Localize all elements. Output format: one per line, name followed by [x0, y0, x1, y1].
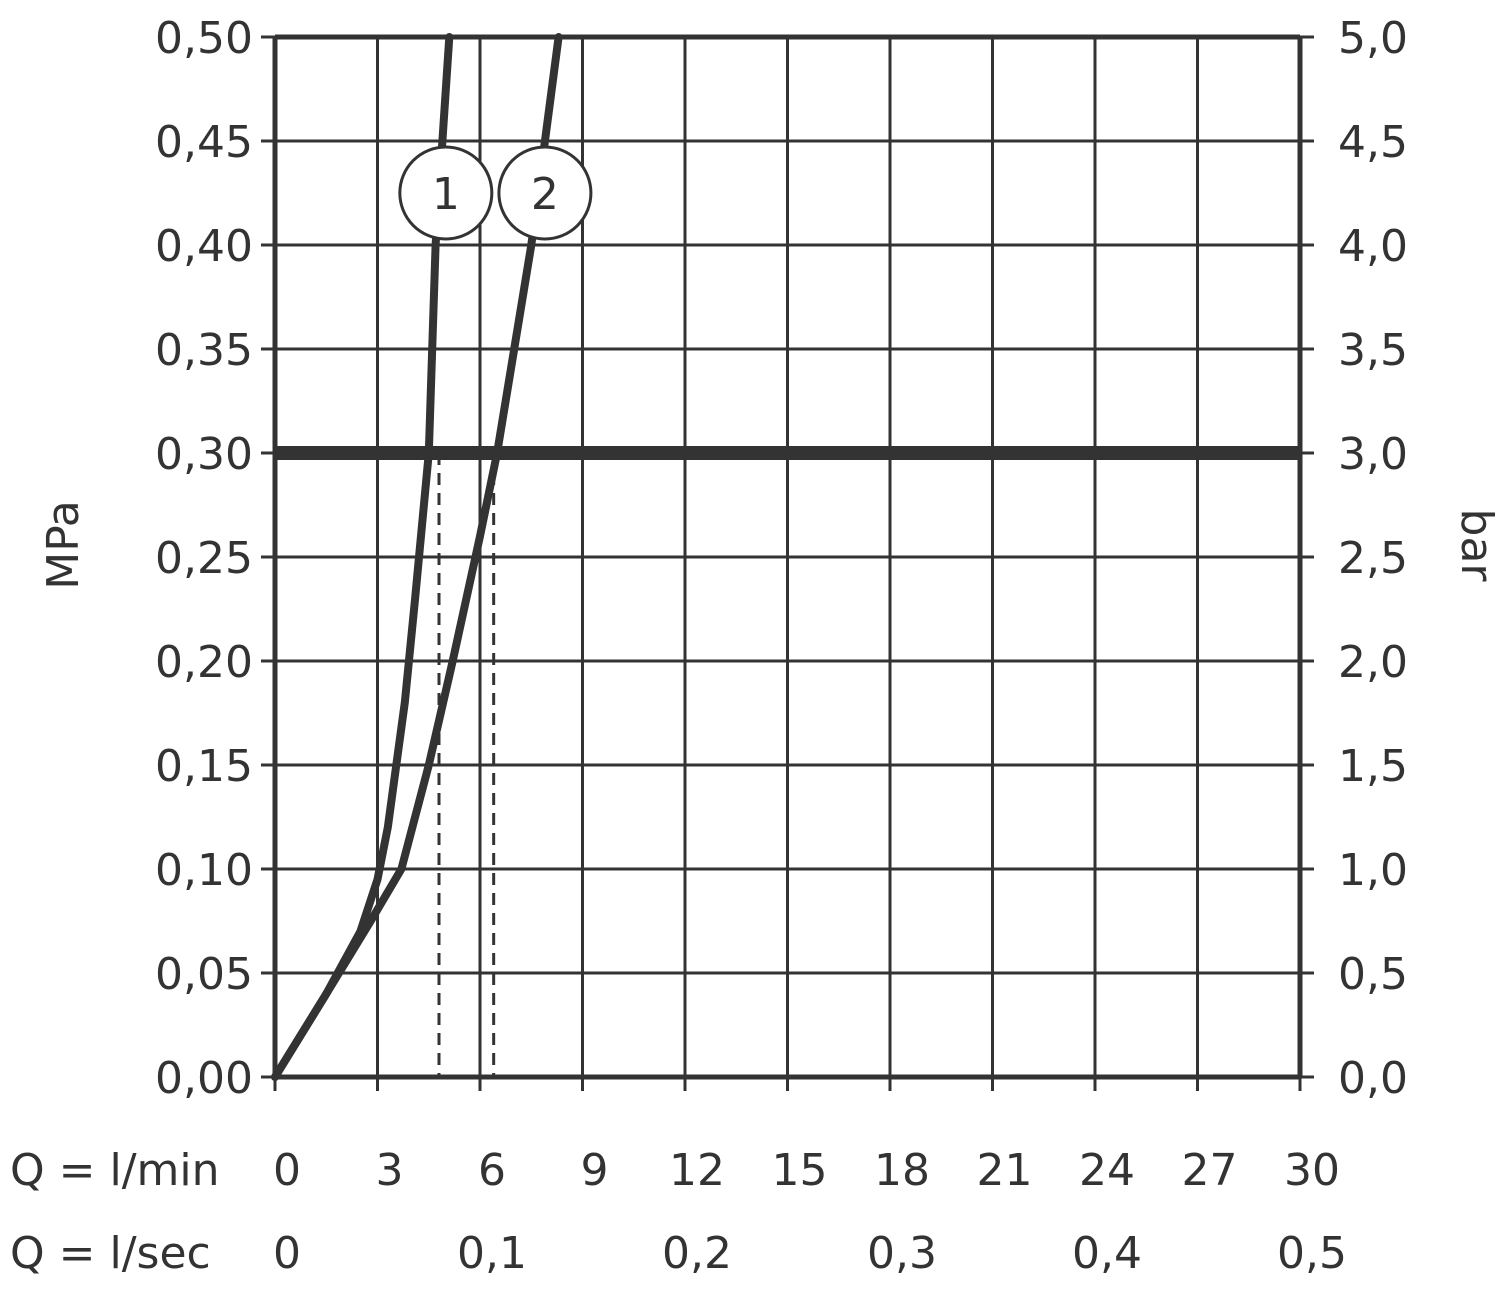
right-ticks: 0,0 0,5 1,0 1,5 2,0 2,5 3,0 3,5 4,0 4,5 5,0: [1338, 13, 1408, 1104]
y-left-tick-label: 0,15: [155, 741, 253, 792]
x-row2-tick-label: 0,3: [867, 1228, 937, 1279]
x-row1-tick-label: 18: [874, 1145, 930, 1196]
y-right-tick-label: 1,5: [1338, 741, 1408, 792]
x-row2-tick-label: 0,5: [1277, 1228, 1347, 1279]
y-right-tick-label: 2,5: [1338, 533, 1408, 584]
x-row1-tick-label: 6: [478, 1145, 506, 1196]
x-row2-tick-label: 0,4: [1072, 1228, 1142, 1279]
x-row2: 0 0,1 0,2 0,3 0,4 0,5: [273, 1228, 1347, 1279]
y-left-tick-label: 0,00: [155, 1053, 253, 1104]
x-row1-tick-label: 0: [273, 1145, 301, 1196]
x-row1-tick-label: 12: [669, 1145, 725, 1196]
x-row1-tick-label: 24: [1079, 1145, 1135, 1196]
y-right-tick-label: 5,0: [1338, 13, 1408, 64]
series-marker-label-1: 1: [432, 169, 460, 220]
series-marker-label-2: 2: [531, 169, 559, 220]
y-right-tick-label: 2,0: [1338, 637, 1408, 688]
y-left-tick-label: 0,40: [155, 221, 253, 272]
y-left-tick-label: 0,20: [155, 637, 253, 688]
x-row1-tick-label: 9: [581, 1145, 609, 1196]
y-right-tick-label: 0,0: [1338, 1053, 1408, 1104]
y-right-tick-label: 1,0: [1338, 845, 1408, 896]
x-row1-tick-label: 27: [1182, 1145, 1238, 1196]
y-left-tick-label: 0,50: [155, 13, 253, 64]
y-left-tick-label: 0,30: [155, 429, 253, 480]
x-row1-label: Q = l/min: [10, 1145, 220, 1196]
y-left-tick-label: 0,45: [155, 117, 253, 168]
x-row2-tick-label: 0,2: [662, 1228, 732, 1279]
y-right-tick-label: 4,5: [1338, 117, 1408, 168]
series-line-2: [271, 33, 563, 1081]
y-right-tick-label: 4,0: [1338, 221, 1408, 272]
x-row1-tick-label: 21: [977, 1145, 1033, 1196]
x-row2-tick-label: 0: [273, 1228, 301, 1279]
series-marker-circle-1: [398, 145, 494, 241]
x-row2-label: Q = l/sec: [10, 1228, 211, 1279]
y-left-tick-label: 0,25: [155, 533, 253, 584]
x-row1-tick-label: 30: [1284, 1145, 1340, 1196]
x-row2-tick-label: 0,1: [457, 1228, 527, 1279]
x-row1-tick-label: 15: [772, 1145, 828, 1196]
y-right-axis-title: bar: [1451, 509, 1500, 583]
y-left-axis-title: MPa: [38, 500, 89, 589]
y-left-tick-label: 0,05: [155, 949, 253, 1000]
left-ticks: 0,00 0,05 0,10 0,15 0,20 0,25 0,30 0,35 0,40 0,45…: [155, 13, 253, 1104]
dropdown-lines: [437, 453, 496, 1077]
y-right-tick-label: 0,5: [1338, 949, 1408, 1000]
y-right-tick-label: 3,0: [1338, 429, 1408, 480]
y-right-tick-label: 3,5: [1338, 325, 1408, 376]
y-left-tick-label: 0,10: [155, 845, 253, 896]
y-left-tick-label: 0,35: [155, 325, 253, 376]
x-row1: 0 3 6 9 12 15 18 21 24 27 30: [273, 1145, 1340, 1196]
series-marker-circle-2: [497, 145, 593, 241]
x-row1-tick-label: 3: [376, 1145, 404, 1196]
